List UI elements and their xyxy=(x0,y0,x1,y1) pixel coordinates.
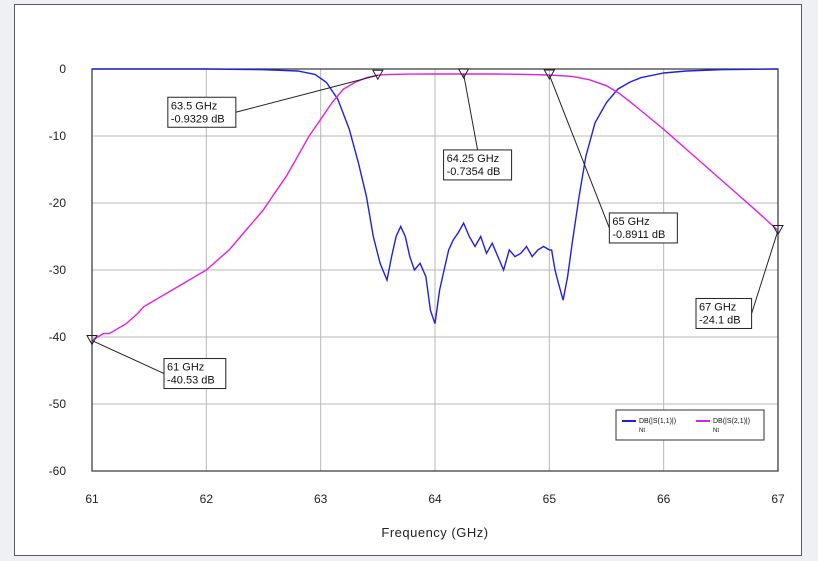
marker-label-freq: 67 GHz xyxy=(699,301,736,313)
y-tick-label: -60 xyxy=(49,464,67,478)
legend-entry-sub: Nt xyxy=(639,428,645,434)
x-tick-label: 67 xyxy=(771,492,785,506)
legend: DB(|S(1,1)|) Nt DB(|S(2,1)|) Nt xyxy=(615,409,765,441)
marker-triangle xyxy=(772,224,784,236)
chart-frame xyxy=(14,4,802,556)
marker-label-value: -0.9329 dB xyxy=(171,113,225,125)
x-tick-label: 65 xyxy=(543,492,557,506)
y-tick-label: -30 xyxy=(49,263,67,277)
y-tick-label: -50 xyxy=(49,397,67,411)
series-line-s11 xyxy=(92,68,779,324)
marker-annotations: 61 GHz-40.53 dB 63.5 GHz-0.9329 dB 64.25 G… xyxy=(86,68,784,390)
marker-triangle xyxy=(371,69,384,81)
y-tick-label: 0 xyxy=(59,62,66,76)
marker-triangle xyxy=(86,335,98,346)
plot-border xyxy=(91,68,779,472)
marker-box xyxy=(167,96,237,128)
x-tick-label: 62 xyxy=(200,492,214,506)
legend-entry-sub: Nt xyxy=(713,428,719,434)
x-tick-label: 64 xyxy=(428,492,442,506)
marker-box xyxy=(695,297,753,329)
x-tick-label: 63 xyxy=(314,492,328,506)
marker-label-freq: 63.5 GHz xyxy=(171,100,217,112)
series-lines xyxy=(91,68,779,342)
legend-entry-label: DB(|S(1,1)|) xyxy=(639,418,676,425)
marker-label-value: -0.8911 dB xyxy=(612,229,665,241)
axis-tick-labels: 61 62 63 64 65 66 67 0 -10 -20 -30 -40 -50 -60 xyxy=(49,62,785,506)
marker-label-value: -0.7354 dB xyxy=(447,166,501,178)
series-line-s21 xyxy=(91,73,779,342)
marker-box xyxy=(608,212,678,244)
marker-label-value: -24.1 dB xyxy=(699,314,741,326)
marker-triangle xyxy=(457,68,470,79)
marker-label-freq: 65 GHz xyxy=(612,216,649,228)
grid-lines xyxy=(91,68,779,472)
marker-box xyxy=(163,358,227,390)
y-tick-label: -10 xyxy=(49,129,67,143)
marker-box xyxy=(443,149,513,181)
legend-box xyxy=(615,409,765,441)
marker-leader xyxy=(548,74,610,229)
x-axis-label: Frequency (GHz) xyxy=(381,525,488,540)
marker-label-freq: 64.25 GHz xyxy=(447,153,500,165)
legend-entry-label: DB(|S(2,1)|) xyxy=(713,418,750,425)
marker-label-value: -40.53 dB xyxy=(167,375,215,387)
y-tick-label: -20 xyxy=(49,196,67,210)
marker-leader xyxy=(751,230,779,314)
y-tick-label: -40 xyxy=(49,330,67,344)
x-tick-label: 66 xyxy=(657,492,671,506)
x-tick-label: 61 xyxy=(85,492,99,506)
marker-triangle xyxy=(543,69,556,80)
marker-leader xyxy=(235,74,378,113)
marker-leader xyxy=(463,73,479,151)
marker-leader xyxy=(91,340,165,375)
marker-label-freq: 61 GHz xyxy=(167,362,204,374)
